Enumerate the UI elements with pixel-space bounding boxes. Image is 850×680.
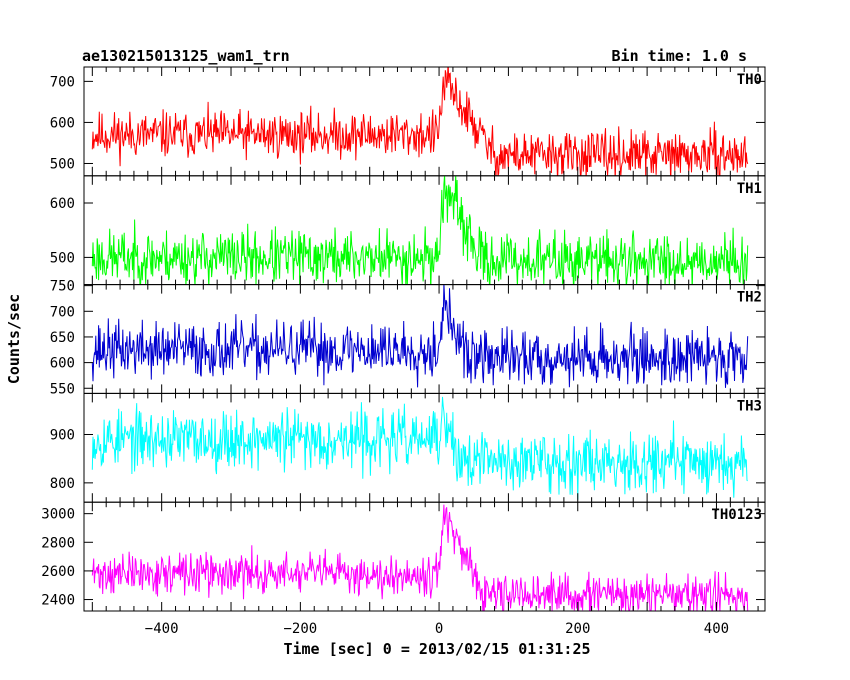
y-tick-label: 750 — [50, 279, 75, 295]
y-tick-label: 2600 — [41, 564, 75, 580]
panel-th0123: 2400 2600 2800 3000 TH0123 — [41, 501, 766, 612]
series-line-th0 — [91, 67, 749, 176]
y-tick-label: 2400 — [41, 593, 75, 609]
panel-label: TH1 — [737, 181, 762, 197]
panel-label: TH3 — [737, 398, 762, 414]
series-line-th3 — [91, 396, 748, 500]
panel-label: TH0 — [737, 72, 762, 88]
y-tick-label: 600 — [50, 115, 75, 131]
y-tick-label: 2800 — [41, 535, 75, 551]
bin-time-label: Bin time: 1.0 s — [612, 47, 747, 65]
y-tick-label: 700 — [50, 304, 75, 320]
panel-th0: 500 600 700 TH0 — [50, 66, 766, 177]
series-line-th0123 — [91, 504, 749, 612]
x-tick-label: 0 — [435, 621, 443, 637]
panel-th3: 800 900 TH3 — [50, 392, 766, 503]
y-tick-label: 650 — [50, 330, 75, 346]
x-tick-label: 400 — [704, 621, 729, 637]
y-tick-label: 700 — [50, 74, 75, 90]
y-tick-label: 800 — [50, 476, 75, 492]
x-tick-label: −200 — [284, 621, 318, 637]
panel-label: TH2 — [737, 290, 762, 306]
panels-group: 500 600 700 TH0 500 600 TH1 550 600 650 700 750 TH2 8… — [41, 66, 766, 637]
panel-frame — [83, 501, 766, 612]
series-line-th1 — [91, 175, 749, 285]
series-line-th2 — [91, 284, 749, 388]
x-tick-label: −400 — [145, 621, 179, 637]
panel-th2: 550 600 650 700 750 TH2 — [50, 279, 766, 397]
y-tick-label: 600 — [50, 196, 75, 212]
y-tick-label: 3000 — [41, 507, 75, 523]
y-tick-label: 500 — [50, 156, 75, 172]
y-tick-label: 500 — [50, 250, 75, 266]
chart-title: ae130215013125_wam1_trn — [82, 47, 290, 65]
x-tick-label: 200 — [565, 621, 590, 637]
y-tick-label: 900 — [50, 428, 75, 444]
y-tick-label: 550 — [50, 381, 75, 397]
panel-th1: 500 600 TH1 — [50, 175, 766, 286]
y-tick-label: 600 — [50, 356, 75, 372]
panel-label: TH0123 — [711, 507, 762, 523]
x-axis-label: Time [sec] 0 = 2013/02/15 01:31:25 — [283, 640, 590, 658]
panel-frame — [83, 392, 766, 503]
y-axis-label: Counts/sec — [5, 294, 23, 384]
